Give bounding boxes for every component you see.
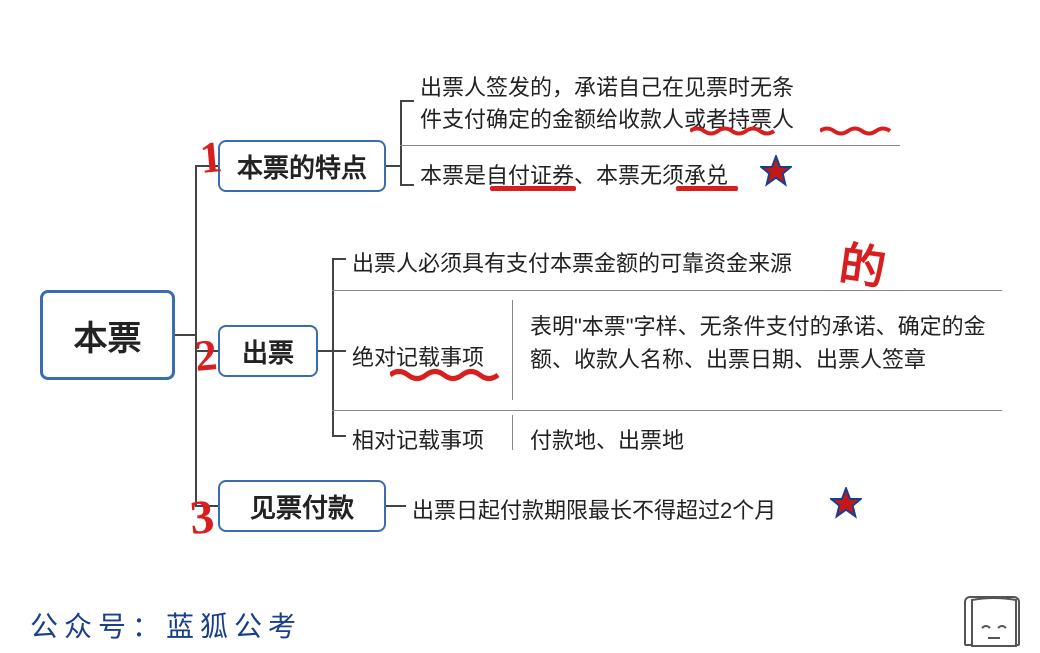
squiggle-underline bbox=[390, 368, 500, 382]
connector bbox=[332, 258, 346, 260]
diagram-canvas: 本票 本票的特点 出票人签发的，承诺自己在见票时无条 件支付确定的金额给收款人或… bbox=[0, 0, 1040, 650]
issue-row2-right: 付款地、出票地 bbox=[530, 423, 684, 455]
connector bbox=[386, 505, 406, 507]
connector bbox=[175, 334, 195, 336]
annot-number-2: 2 bbox=[193, 329, 219, 382]
red-underline bbox=[490, 186, 576, 191]
connector bbox=[332, 350, 346, 352]
branch-feature-label: 本票的特点 bbox=[237, 148, 367, 185]
annot-script-mark: 的 bbox=[836, 227, 891, 299]
connector bbox=[400, 100, 402, 185]
issue-row1-right: 表明"本票"字样、无条件支付的承诺、确定的金额、收款人名称、出票日期、出票人签章 bbox=[530, 310, 1010, 376]
connector bbox=[386, 165, 400, 167]
branch-feature-box: 本票的特点 bbox=[218, 140, 386, 192]
connector bbox=[332, 435, 346, 437]
branch-pay-box: 见票付款 bbox=[218, 480, 386, 532]
branch-issue-label: 出票 bbox=[242, 333, 294, 370]
annot-number-3: 3 bbox=[188, 489, 217, 546]
squiggle-underline bbox=[820, 126, 900, 136]
connector bbox=[400, 145, 900, 146]
star-icon bbox=[830, 487, 862, 519]
footer-text: 公众号：蓝狐公考 bbox=[30, 605, 302, 645]
squiggle-underline bbox=[690, 126, 780, 136]
branch-issue-box: 出票 bbox=[218, 325, 318, 377]
pay-line: 出票日起付款期限最长不得超过2个月 bbox=[412, 493, 776, 525]
connector bbox=[400, 184, 414, 186]
connector bbox=[318, 350, 332, 352]
root-node: 本票 bbox=[40, 290, 175, 380]
root-label: 本票 bbox=[74, 311, 142, 360]
red-underline bbox=[676, 186, 738, 191]
star-icon bbox=[760, 155, 792, 187]
connector bbox=[400, 100, 414, 102]
issue-top-line: 出票人必须具有支付本票金额的可靠资金来源 bbox=[352, 246, 792, 278]
annot-number-1: 1 bbox=[198, 131, 224, 184]
connector bbox=[512, 300, 513, 400]
branch-pay-label: 见票付款 bbox=[250, 488, 354, 525]
feature-line-1: 出票人签发的，承诺自己在见票时无条 bbox=[420, 70, 794, 102]
connector bbox=[512, 415, 513, 450]
connector bbox=[332, 290, 1002, 291]
connector bbox=[332, 410, 1002, 411]
issue-row2-left: 相对记载事项 bbox=[352, 423, 484, 455]
mascot-icon bbox=[964, 596, 1020, 646]
